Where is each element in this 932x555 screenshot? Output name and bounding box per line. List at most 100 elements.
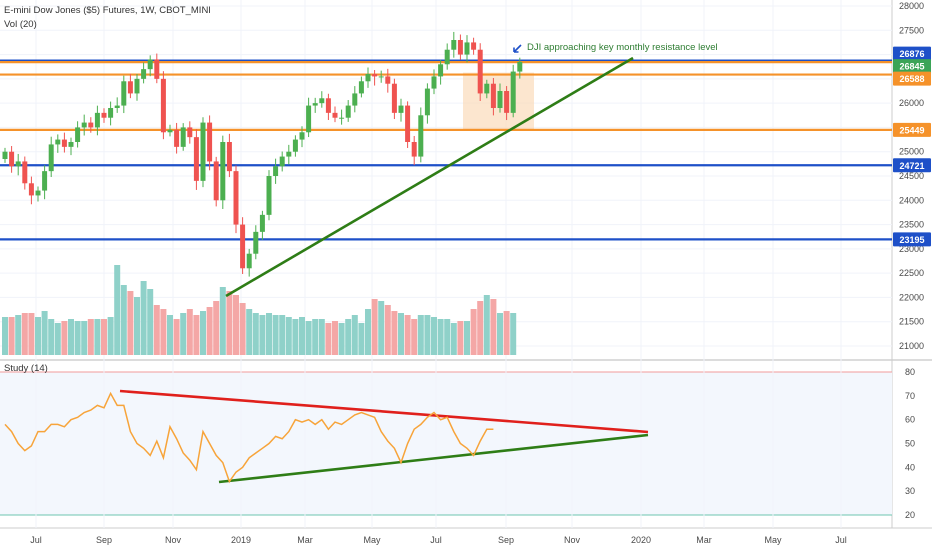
candle-body: [510, 71, 516, 113]
candle-body: [180, 127, 186, 147]
candle-body: [279, 156, 285, 167]
volume-bar: [114, 265, 121, 355]
level-badge-label: 26588: [899, 74, 924, 84]
study-line: [4, 391, 494, 484]
volume-bar: [345, 319, 352, 355]
volume-bar: [180, 313, 187, 355]
candle-body: [504, 91, 510, 113]
price-tick-label: 23500: [899, 220, 924, 230]
study-tick-label: 80: [905, 367, 915, 377]
candle-body: [253, 231, 259, 254]
candle-body: [484, 83, 490, 94]
volume-bar: [61, 321, 68, 355]
candle-body: [325, 98, 331, 113]
time-axis[interactable]: Jul Sep Nov 2019 Mar May Jul Sep Nov 2020 Mar May Ju…: [30, 535, 847, 545]
volume-bar: [404, 315, 411, 355]
candle-body: [431, 76, 437, 89]
study-axis[interactable]: 20 30 40 50 60 70 80: [905, 367, 915, 520]
volume-bar: [2, 317, 8, 355]
volume-bar: [21, 313, 28, 355]
candle-body: [226, 142, 232, 172]
volume-bar: [305, 321, 312, 355]
candle-body: [233, 171, 239, 225]
study-series: [4, 391, 494, 484]
study-tick-label: 30: [905, 486, 915, 496]
volume-bar: [206, 307, 213, 355]
level-badge-label: 26845: [899, 62, 924, 72]
study-tick-label: 40: [905, 462, 915, 472]
volume-bar: [431, 317, 437, 355]
study-uptrend-line[interactable]: [218, 433, 649, 484]
candle-body: [48, 144, 54, 172]
time-tick-label: Jul: [430, 535, 442, 545]
candle-body: [438, 64, 444, 77]
level-badge-label: 23195: [899, 235, 924, 245]
candle-body: [68, 142, 74, 147]
level-badge-label: 25449: [899, 125, 924, 135]
volume-bar: [28, 313, 35, 355]
candle-body: [207, 122, 213, 162]
volume-bar: [173, 319, 180, 355]
candle-body: [477, 49, 483, 94]
candle-body: [160, 78, 166, 133]
candle-body: [339, 117, 345, 119]
candle-body: [352, 93, 358, 106]
study-band: [0, 372, 892, 515]
time-tick-label: 2020: [631, 535, 651, 545]
chart-title: E-mini Dow Jones ($5) Futures, 1W, CBOT_…: [4, 5, 211, 16]
candle-body: [372, 74, 378, 77]
volume-bar: [41, 311, 48, 355]
candle-body: [61, 139, 67, 147]
candle-body: [418, 115, 424, 157]
candle-body: [55, 139, 61, 145]
candle-body: [517, 61, 523, 72]
volume-bar: [424, 315, 431, 355]
volume-bar: [483, 295, 490, 355]
level-badge: [893, 158, 931, 173]
candle-body: [147, 59, 153, 70]
annotation-text: DJI approaching key monthly resistance l…: [527, 42, 718, 53]
volume-bar: [134, 297, 140, 355]
candle-body: [94, 112, 100, 128]
time-tick-label: Mar: [696, 535, 712, 545]
study-tick-label: 70: [905, 391, 915, 401]
candle-body: [193, 137, 199, 181]
candle-body: [127, 81, 133, 94]
time-tick-label: Sep: [96, 535, 112, 545]
candle-body: [108, 108, 114, 118]
candle-body: [134, 78, 140, 94]
volume-bar: [127, 291, 134, 355]
volume-bar: [371, 299, 378, 355]
candle-body: [200, 122, 206, 181]
volume-label: Vol (20): [4, 19, 37, 30]
price-tick-label: 22500: [899, 268, 924, 278]
level-badges: 26876 26845 26588 25449 24721 23195: [893, 46, 931, 247]
level-badge: [893, 71, 931, 86]
volume-bar: [332, 321, 338, 355]
candle-body: [220, 142, 226, 201]
candle-body: [75, 127, 81, 142]
candle-body: [141, 69, 147, 79]
time-tick-label: Jul: [30, 535, 42, 545]
candle-body: [398, 105, 404, 113]
study-downtrend-line[interactable]: [119, 389, 649, 434]
study-tick-label: 20: [905, 510, 915, 520]
price-tick-label: 24500: [899, 171, 924, 181]
volume-bar: [358, 323, 365, 355]
candle-body: [273, 166, 279, 176]
time-tick-label: Jul: [835, 535, 847, 545]
volume-bar: [398, 313, 404, 355]
candle-body: [154, 59, 160, 79]
price-tick-label: 24000: [899, 195, 924, 205]
volume-bar: [246, 309, 253, 355]
volume-bar: [444, 319, 451, 355]
level-badge: [893, 232, 931, 247]
volume-bar: [490, 299, 497, 355]
candle-body: [81, 122, 87, 128]
trend-lines[interactable]: [119, 56, 649, 484]
candle-body: [114, 105, 120, 108]
price-uptrend-line[interactable]: [225, 56, 634, 298]
candle-body: [259, 214, 265, 232]
volume-bar: [391, 311, 398, 355]
